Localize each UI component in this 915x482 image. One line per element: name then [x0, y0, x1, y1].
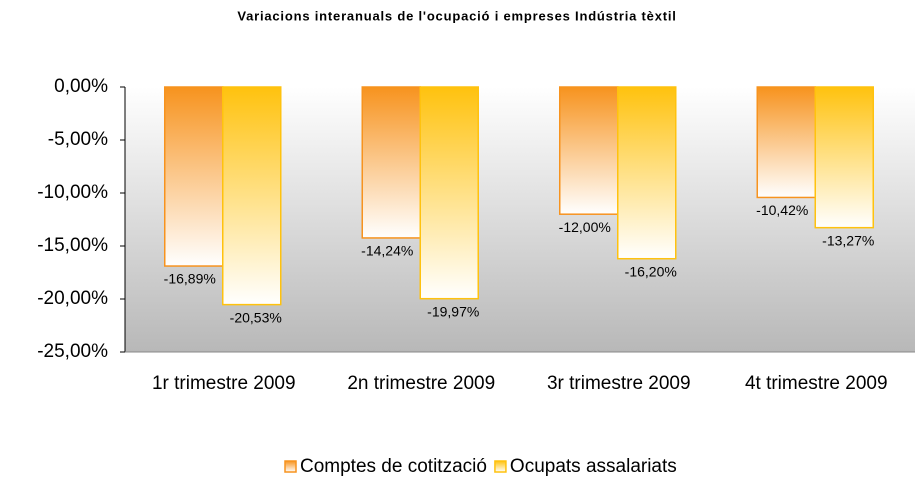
bar	[617, 86, 677, 260]
data-label: -10,42%	[756, 202, 808, 218]
bar	[222, 86, 282, 306]
data-label: -20,53%	[230, 309, 282, 325]
bar	[361, 86, 421, 239]
bar	[756, 86, 816, 199]
x-tick-label: 2n trimestre 2009	[347, 373, 496, 394]
bar	[419, 86, 479, 300]
bar	[559, 86, 619, 215]
legend-swatch	[284, 460, 297, 473]
y-tick-label: -20,00%	[37, 288, 108, 309]
data-label: -12,00%	[559, 219, 611, 235]
data-label: -16,89%	[164, 271, 216, 287]
bar	[814, 86, 874, 229]
legend-label: Ocupats assalariats	[510, 456, 677, 477]
x-tick-label: 3r trimestre 2009	[546, 373, 691, 394]
x-tick-label: 4t trimestre 2009	[744, 373, 888, 394]
legend-swatch	[494, 460, 507, 473]
y-tick-label: -5,00%	[48, 129, 108, 150]
legend: Comptes de cotització Ocupats assalariats	[284, 456, 677, 477]
y-tick-label: 0,00%	[54, 76, 108, 97]
x-tick-label: 1r trimestre 2009	[151, 373, 296, 394]
y-tick-label: -25,00%	[37, 341, 108, 362]
chart-title: Variacions interanuals de l'ocupació i e…	[237, 8, 676, 23]
y-tick-label: -15,00%	[37, 235, 108, 256]
data-label: -19,97%	[427, 303, 479, 319]
legend-label: Comptes de cotització	[300, 456, 487, 477]
bar	[164, 86, 224, 267]
data-label: -14,24%	[361, 243, 413, 259]
data-label: -13,27%	[822, 232, 874, 248]
y-tick-label: -10,00%	[37, 182, 108, 203]
data-label: -16,20%	[625, 263, 677, 279]
